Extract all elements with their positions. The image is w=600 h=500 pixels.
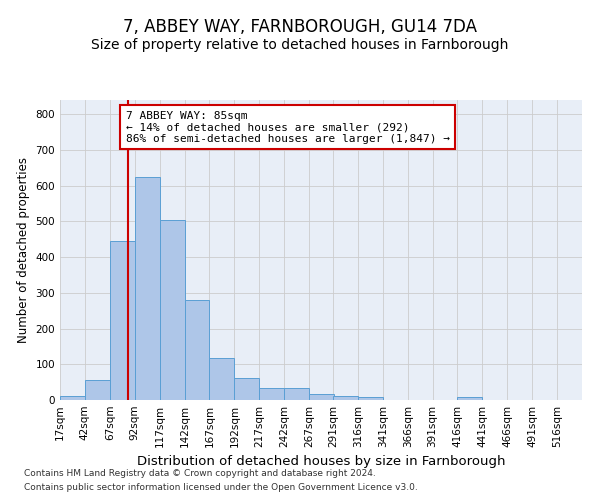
Text: Contains public sector information licensed under the Open Government Licence v3: Contains public sector information licen… [24,484,418,492]
Text: 7 ABBEY WAY: 85sqm
← 14% of detached houses are smaller (292)
86% of semi-detach: 7 ABBEY WAY: 85sqm ← 14% of detached hou… [126,110,450,144]
Bar [358,397,383,400]
Text: Size of property relative to detached houses in Farnborough: Size of property relative to detached ho… [91,38,509,52]
Text: 7, ABBEY WAY, FARNBOROUGH, GU14 7DA: 7, ABBEY WAY, FARNBOROUGH, GU14 7DA [123,18,477,36]
Y-axis label: Number of detached properties: Number of detached properties [17,157,30,343]
Bar [259,388,284,400]
Bar [110,241,135,400]
Bar [135,177,160,400]
Bar [85,380,110,400]
X-axis label: Distribution of detached houses by size in Farnborough: Distribution of detached houses by size … [137,456,505,468]
Bar [160,220,185,400]
Bar [209,358,235,400]
Bar [235,378,259,400]
Bar [284,388,309,400]
Bar [185,300,209,400]
Text: Contains HM Land Registry data © Crown copyright and database right 2024.: Contains HM Land Registry data © Crown c… [24,468,376,477]
Bar [333,396,358,400]
Bar [60,396,85,400]
Bar [309,394,334,400]
Bar [457,397,482,400]
